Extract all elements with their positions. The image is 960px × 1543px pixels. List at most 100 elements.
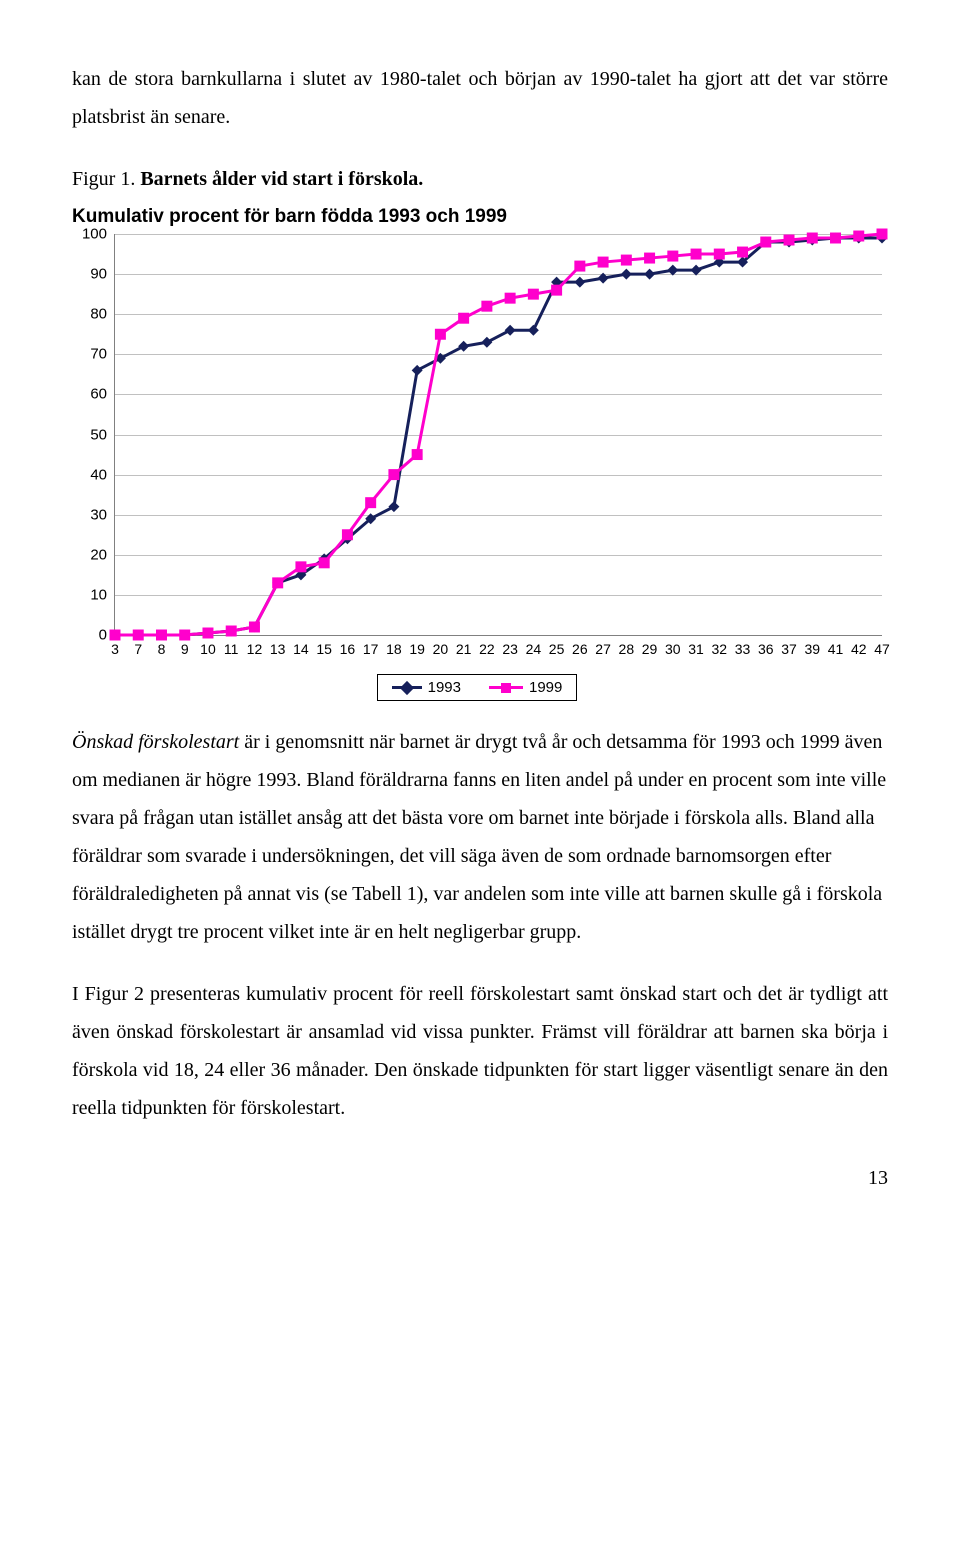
- intro-paragraph: kan de stora barnkullarna i slutet av 19…: [72, 60, 888, 136]
- chart-marker: [458, 341, 469, 352]
- chart-xtick: 19: [409, 635, 425, 657]
- chart-xtick: 17: [363, 635, 379, 657]
- chart-xtick: 42: [851, 635, 867, 657]
- chart-xtick: 47: [874, 635, 890, 657]
- chart-title: Kumulativ procent för barn födda 1993 oc…: [72, 206, 882, 228]
- chart-ytick: 10: [90, 586, 115, 603]
- chart-marker: [667, 265, 678, 276]
- chart-xtick: 12: [247, 635, 263, 657]
- chart-marker: [110, 630, 121, 641]
- chart-marker: [481, 301, 492, 312]
- chart-marker: [179, 630, 190, 641]
- chart-marker: [551, 285, 562, 296]
- chart-marker: [388, 469, 399, 480]
- chart-marker: [644, 253, 655, 264]
- chart-ytick: 50: [90, 426, 115, 443]
- chart-xtick: 27: [595, 635, 611, 657]
- chart-xtick: 13: [270, 635, 286, 657]
- chart-xtick: 33: [735, 635, 751, 657]
- para-onskad: Önskad förskolestart är i genomsnitt när…: [72, 723, 888, 951]
- chart-marker: [528, 325, 539, 336]
- chart-xtick: 37: [781, 635, 797, 657]
- chart-marker: [458, 313, 469, 324]
- legend-item: 1993: [392, 679, 461, 696]
- chart-xtick: 21: [456, 635, 472, 657]
- chart-ytick: 60: [90, 386, 115, 403]
- chart-series-line: [115, 238, 882, 635]
- chart-marker: [133, 630, 144, 641]
- chart-marker: [295, 561, 306, 572]
- chart-marker: [714, 249, 725, 260]
- chart-marker: [737, 247, 748, 258]
- chart-marker: [574, 261, 585, 272]
- chart-ytick: 20: [90, 546, 115, 563]
- chart-xtick: 18: [386, 635, 402, 657]
- chart-marker: [853, 231, 864, 242]
- chart-marker: [365, 497, 376, 508]
- chart-marker: [807, 233, 818, 244]
- chart-marker: [598, 273, 609, 284]
- chart-xtick: 15: [316, 635, 332, 657]
- chart-marker: [644, 269, 655, 280]
- chart-marker: [249, 621, 260, 632]
- chart-marker: [528, 289, 539, 300]
- chart-xtick: 36: [758, 635, 774, 657]
- chart-xtick: 25: [549, 635, 565, 657]
- chart-ytick: 70: [90, 346, 115, 363]
- chart-marker: [481, 337, 492, 348]
- chart-marker: [202, 628, 213, 639]
- chart-xtick: 28: [619, 635, 635, 657]
- chart-marker: [830, 233, 841, 244]
- page-number: 13: [72, 1167, 888, 1190]
- chart-marker: [319, 557, 330, 568]
- chart-marker: [505, 325, 516, 336]
- chart-xtick: 30: [665, 635, 681, 657]
- chart-legend: 1993 1999: [377, 674, 578, 701]
- para-onskad-body: är i genomsnitt när barnet är drygt två …: [72, 731, 886, 943]
- chart-marker: [784, 235, 795, 246]
- chart-marker: [667, 251, 678, 262]
- chart-marker: [342, 529, 353, 540]
- chart-plot-area: 0102030405060708090100378910111213141516…: [114, 234, 882, 664]
- chart-xtick: 20: [433, 635, 449, 657]
- figure-caption-text: Barnets ålder vid start i förskola.: [140, 168, 423, 190]
- chart-xtick: 32: [712, 635, 728, 657]
- chart-ytick: 100: [82, 226, 115, 243]
- legend-label: 1999: [529, 679, 562, 696]
- chart-container: Kumulativ procent för barn födda 1993 oc…: [72, 206, 882, 701]
- chart-marker: [760, 237, 771, 248]
- chart-xtick: 16: [340, 635, 356, 657]
- chart-marker: [574, 277, 585, 288]
- chart-xtick: 14: [293, 635, 309, 657]
- chart-series-line: [115, 234, 882, 635]
- chart-marker: [691, 249, 702, 260]
- chart-xtick: 26: [572, 635, 588, 657]
- chart-marker: [505, 293, 516, 304]
- chart-xtick: 39: [804, 635, 820, 657]
- chart-marker: [621, 255, 632, 266]
- chart-marker: [877, 229, 888, 240]
- chart-marker: [156, 630, 167, 641]
- figure-caption: Figur 1. Barnets ålder vid start i försk…: [72, 160, 888, 198]
- legend-item: 1999: [489, 679, 562, 696]
- chart-marker: [598, 257, 609, 268]
- chart-xtick: 41: [828, 635, 844, 657]
- para-onskad-lead: Önskad förskolestart: [72, 731, 239, 753]
- chart-xtick: 22: [479, 635, 495, 657]
- legend-swatch: [489, 683, 523, 693]
- legend-swatch: [392, 683, 422, 693]
- chart-marker: [621, 269, 632, 280]
- chart-xtick: 24: [526, 635, 542, 657]
- chart-xtick: 23: [502, 635, 518, 657]
- chart-ytick: 90: [90, 266, 115, 283]
- chart-marker: [226, 626, 237, 637]
- chart-marker: [272, 577, 283, 588]
- chart-xtick: 29: [642, 635, 658, 657]
- chart-plot-inner: 0102030405060708090100378910111213141516…: [114, 234, 882, 636]
- chart-marker: [412, 365, 423, 376]
- chart-marker: [435, 329, 446, 340]
- chart-marker: [412, 449, 423, 460]
- chart-ytick: 30: [90, 506, 115, 523]
- chart-svg: [115, 234, 882, 635]
- para-figur2: I Figur 2 presenteras kumulativ procent …: [72, 975, 888, 1127]
